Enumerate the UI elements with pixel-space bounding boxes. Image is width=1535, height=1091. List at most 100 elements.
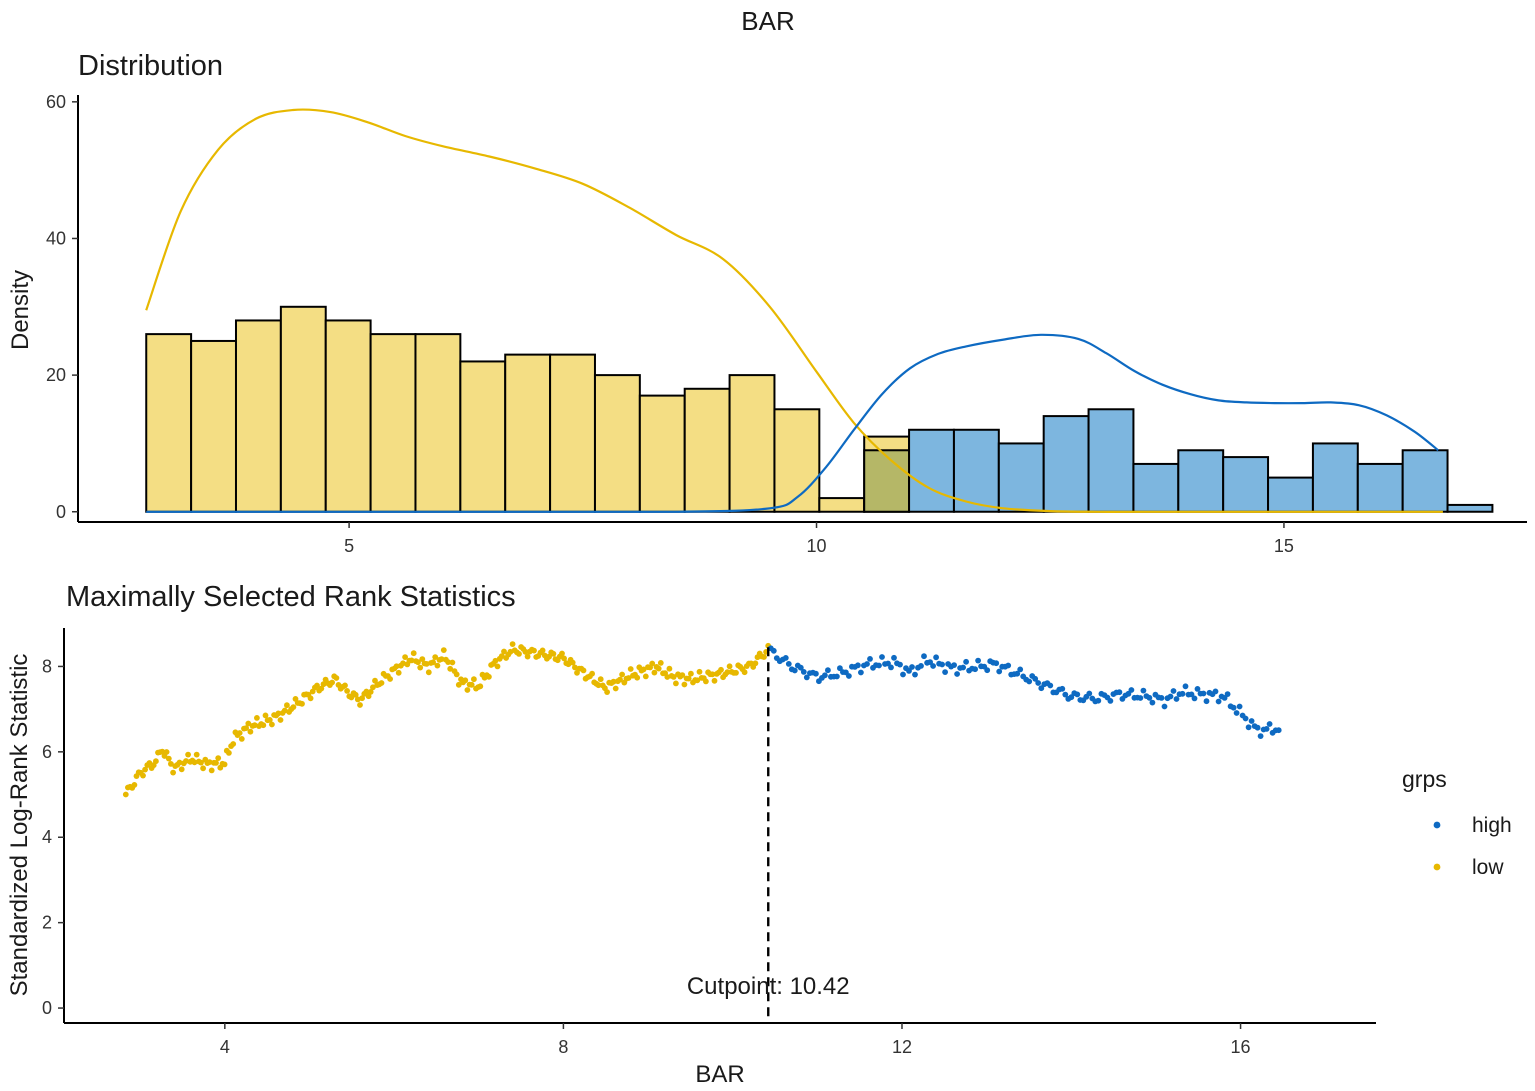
scatter-point-low: [378, 680, 385, 686]
scatter-point-high: [984, 667, 991, 674]
scatter-point-low: [696, 668, 703, 675]
scatter-point-low: [200, 765, 207, 772]
scatter-point-low: [524, 653, 531, 660]
scatter-point-high: [951, 662, 957, 668]
scatter-point-low: [455, 681, 462, 688]
distribution-x-tick-label: 10: [807, 536, 827, 556]
scatter-point-low: [625, 675, 632, 681]
distribution-y-tick-label: 20: [46, 365, 66, 385]
legend: grps high low: [1402, 766, 1512, 879]
scatter-point-high: [1116, 689, 1123, 696]
scatter-point-low: [589, 670, 595, 677]
scatter-point-low: [494, 663, 501, 670]
rank-statistics-y-tick-label: 0: [42, 998, 52, 1018]
scatter-point-low: [266, 717, 273, 723]
scatter-point-low: [215, 755, 222, 761]
scatter-point-low: [193, 751, 200, 758]
histogram-bar-low: [369, 333, 417, 513]
scatter-point-high: [803, 674, 810, 681]
scatter-point-high: [1191, 695, 1198, 702]
histogram-bars: [145, 305, 1494, 513]
scatter-point-low: [501, 648, 507, 655]
scatter-point-low: [307, 695, 314, 702]
scatter-point-low: [408, 657, 415, 664]
scatter-point-low: [417, 664, 424, 671]
scatter-point-low: [694, 677, 701, 684]
rank-statistics-axes: 0 2 4 6 8 4 8 12 16: [42, 628, 1376, 1057]
scatter-point-high: [785, 661, 792, 667]
scatter-point-low: [604, 689, 610, 695]
scatter-point-low: [640, 666, 647, 673]
scatter-point-high: [1248, 718, 1255, 724]
scatter-point-high: [954, 671, 960, 677]
scatter-point-low: [595, 682, 602, 689]
scatter-point-high: [933, 654, 939, 661]
scatter-points: [122, 641, 1282, 798]
scatter-point-high: [770, 647, 777, 654]
scatter-point-high: [1095, 697, 1102, 704]
distribution-y-tick-label: 40: [46, 228, 66, 248]
scatter-point-low: [610, 678, 617, 685]
scatter-point-high: [800, 669, 807, 675]
rank-statistics-x-tick-label: 12: [892, 1037, 912, 1057]
histogram-bar-low: [414, 333, 462, 513]
scatter-point-low: [251, 722, 258, 729]
scatter-point-high: [891, 654, 897, 661]
scatter-point-high: [1059, 685, 1066, 692]
scatter-point-low: [679, 672, 686, 678]
scatter-point-low: [299, 700, 305, 707]
scatter-point-low: [440, 647, 447, 653]
scatter-point-high: [867, 656, 873, 662]
scatter-point-low: [453, 671, 460, 678]
scatter-point-high: [888, 664, 894, 671]
scatter-point-low: [243, 725, 250, 731]
scatter-point-high: [791, 667, 798, 674]
scatter-point-low: [348, 694, 355, 701]
histogram-bar-low: [683, 387, 731, 513]
scatter-point-low: [142, 766, 149, 773]
rank-statistics-title: Maximally Selected Rank Statistics: [66, 581, 516, 613]
scatter-point-low: [122, 791, 129, 798]
scatter-point-low: [191, 759, 198, 766]
histogram-bar-high: [1177, 449, 1225, 513]
scatter-point-high: [1200, 690, 1207, 697]
scatter-point-high: [822, 672, 828, 679]
scatter-point-low: [367, 689, 374, 695]
scatter-point-low: [670, 674, 677, 680]
scatter-point-low: [761, 654, 767, 660]
scatter-point-low: [449, 659, 456, 666]
distribution-panel: Distribution Density 0 20 40 60 5 10 15: [7, 50, 1527, 556]
scatter-point-low: [342, 682, 348, 689]
scatter-point-high: [1263, 726, 1270, 732]
distribution-y-tick-label: 0: [56, 502, 66, 522]
scatter-point-low: [438, 656, 445, 662]
distribution-y-tick-label: 60: [46, 92, 66, 112]
scatter-point-low: [230, 741, 237, 747]
scatter-point-low: [569, 659, 576, 666]
scatter-point-low: [711, 677, 718, 684]
scatter-point-low: [163, 749, 170, 755]
histogram-bar-high: [1222, 456, 1270, 513]
histogram-bar-high: [1356, 462, 1404, 513]
scatter-point-low: [221, 761, 228, 768]
scatter-point-low: [430, 659, 436, 666]
scatter-point-low: [236, 730, 243, 736]
scatter-point-low: [363, 688, 370, 695]
histogram-bar-high: [908, 428, 955, 513]
scatter-point-low: [425, 669, 432, 676]
scatter-point-high: [930, 663, 936, 669]
scatter-point-high: [1173, 696, 1180, 702]
histogram-bar-high: [1087, 408, 1135, 513]
scatter-point-low: [597, 676, 604, 683]
scatter-point-low: [183, 758, 189, 764]
scatter-point-low: [359, 695, 365, 702]
scatter-point-high: [1017, 666, 1024, 673]
scatter-point-low: [226, 750, 232, 756]
scatter-point-high: [1212, 688, 1219, 695]
scatter-point-high: [1086, 690, 1093, 697]
scatter-point-low: [206, 759, 213, 765]
histogram-bar-low: [773, 408, 821, 513]
scatter-point-low: [432, 654, 439, 660]
histogram-bar-low: [728, 374, 776, 513]
scatter-point-low: [492, 657, 499, 664]
